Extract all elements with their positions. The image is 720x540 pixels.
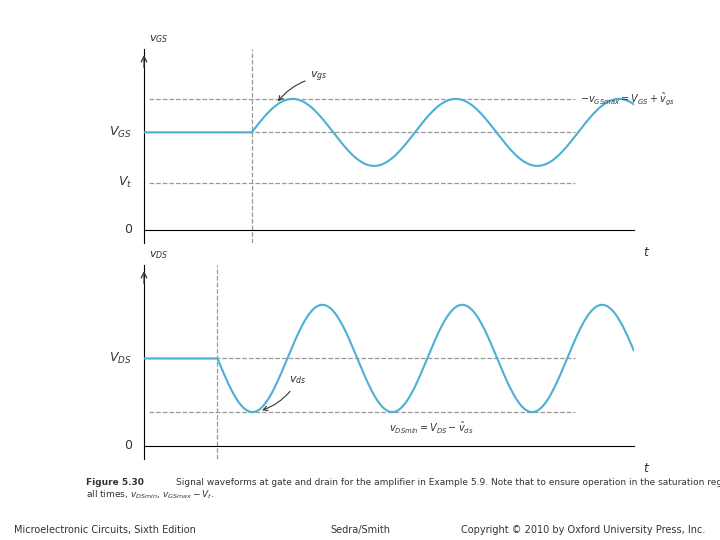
Text: Figure 5.30: Figure 5.30 (86, 478, 144, 487)
Text: $v_{GS}$: $v_{GS}$ (149, 33, 168, 45)
Text: $v_{DS}$: $v_{DS}$ (149, 249, 168, 261)
Text: $V_t$: $V_t$ (117, 175, 132, 190)
Text: $v_{gs}$: $v_{gs}$ (279, 70, 328, 100)
Text: Sedra/Smith: Sedra/Smith (330, 524, 390, 535)
Text: $- v_{GSmax} = V_{GS} + \hat{v}_{gs}$: $- v_{GSmax} = V_{GS} + \hat{v}_{gs}$ (580, 91, 675, 107)
Text: $v_{ds}$: $v_{ds}$ (264, 375, 306, 410)
Text: $V_{GS}$: $V_{GS}$ (109, 125, 132, 140)
Text: all times, $v_{DSmin}$, $v_{GSmax} - V_t$.: all times, $v_{DSmin}$, $v_{GSmax} - V_t… (86, 489, 215, 501)
Text: Microelectronic Circuits, Sixth Edition: Microelectronic Circuits, Sixth Edition (14, 524, 197, 535)
Text: $v_{DSmin} = V_{DS} - \hat{v}_{ds}$: $v_{DSmin} = V_{DS} - \hat{v}_{ds}$ (389, 420, 474, 436)
Text: 0: 0 (124, 439, 132, 452)
Text: $t$: $t$ (644, 246, 651, 259)
Text: 0: 0 (124, 223, 132, 236)
Text: $t$: $t$ (644, 462, 651, 475)
Text: Signal waveforms at gate and drain for the amplifier in Example 5.9. Note that t: Signal waveforms at gate and drain for t… (176, 478, 720, 487)
Text: $V_{DS}$: $V_{DS}$ (109, 351, 132, 366)
Text: Copyright © 2010 by Oxford University Press, Inc.: Copyright © 2010 by Oxford University Pr… (462, 524, 706, 535)
